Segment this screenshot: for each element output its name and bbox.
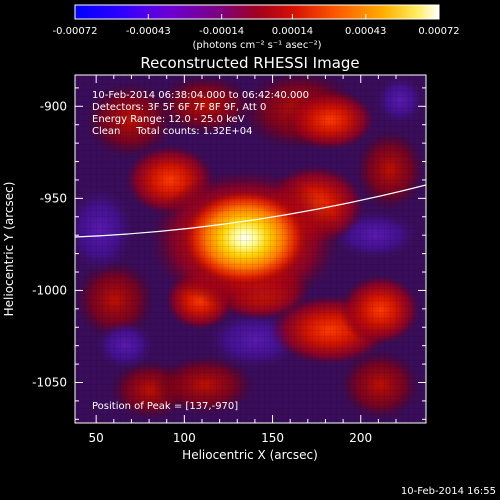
y-tick-label: -950 [40,191,67,205]
footer-timestamp: 10-Feb-2014 16:55 [401,486,496,497]
x-tick-label: 100 [173,431,196,445]
image-title: Reconstructed RHESSI Image [140,54,359,72]
info-line-detectors: Detectors: 3F 5F 6F 7F 8F 9F, Att 0 [92,102,266,113]
x-tick-label: 200 [349,431,372,445]
colorbar-tick-label: 0.00014 [272,26,313,37]
colorbar-tick-label: -0.00072 [53,26,98,37]
x-axis-ticks: 50 100 150 200 [89,75,397,445]
colorbar [74,4,440,20]
peak-position-label: Position of Peak = [137,-970] [92,401,238,412]
x-tick-label: 50 [89,431,104,445]
solar-limb-curve [75,184,426,238]
info-line-energy-range: Energy Range: 12.0 - 25.0 keV [92,114,245,125]
y-tick-label: -1050 [32,375,67,389]
x-tick-label: 150 [261,431,284,445]
colorbar-ticks: -0.00072 -0.00043 -0.00014 0.00014 0.00043 0.… [53,14,460,37]
colorbar-tick-label: -0.00043 [126,26,171,37]
colorbar-tick-label: -0.00014 [199,26,244,37]
colorbar-tick-label: 0.00072 [418,26,459,37]
colorbar-tick-label: 0.00043 [345,26,386,37]
y-axis-label: Heliocentric Y (arcsec) [2,182,16,317]
y-tick-label: -900 [40,99,67,113]
info-line-clean-counts: Clean Total counts: 1.32E+04 [92,126,252,137]
colorbar-unit-label: (photons cm⁻² s⁻¹ asec⁻²) [192,40,321,51]
rhessi-image-panel: 10-Feb-2014 06:38:04.000 to 06:42:40.000… [75,75,426,423]
y-tick-label: -1000 [32,283,67,297]
info-line-time-range: 10-Feb-2014 06:38:04.000 to 06:42:40.000 [92,90,309,101]
plot-frame [74,74,427,424]
x-axis-label: Heliocentric X (arcsec) [182,448,318,462]
y-axis-ticks: -900 -950 -1000 -1050 [32,87,426,420]
